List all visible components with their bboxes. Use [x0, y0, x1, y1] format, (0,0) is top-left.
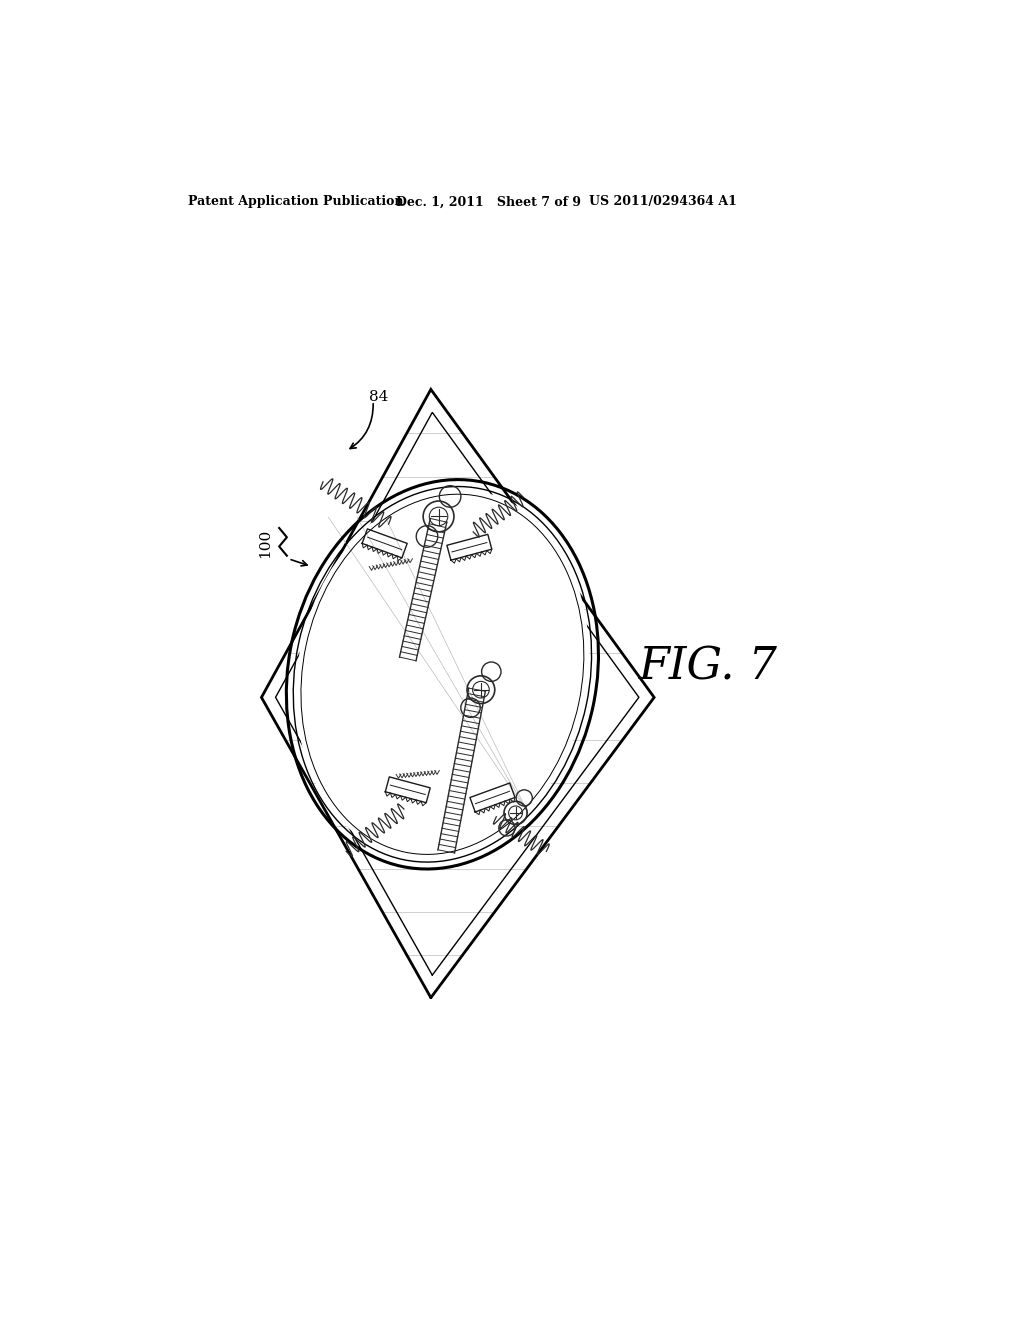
Text: US 2011/0294364 A1: US 2011/0294364 A1: [589, 195, 736, 209]
Text: 100: 100: [258, 529, 272, 558]
Text: Patent Application Publication: Patent Application Publication: [188, 195, 403, 209]
Text: 84: 84: [370, 391, 389, 404]
Ellipse shape: [296, 490, 589, 859]
Text: FIG. 7: FIG. 7: [639, 645, 778, 688]
Text: Dec. 1, 2011   Sheet 7 of 9: Dec. 1, 2011 Sheet 7 of 9: [396, 195, 582, 209]
